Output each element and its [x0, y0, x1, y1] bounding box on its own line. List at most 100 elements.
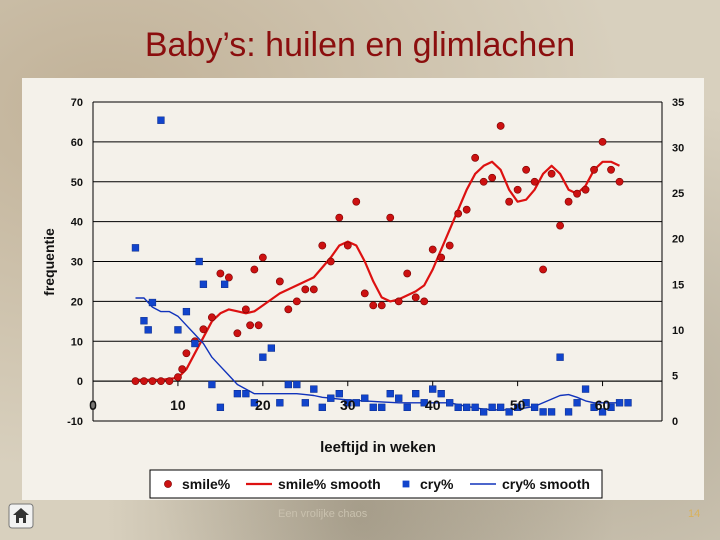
cry-point: [505, 408, 513, 416]
home-icon[interactable]: [8, 503, 34, 529]
y2-tick-label: 25: [672, 188, 684, 200]
smile-point: [411, 293, 420, 302]
legend-label: cry% smooth: [502, 476, 590, 492]
smile-point: [250, 265, 259, 274]
cry-point: [556, 353, 564, 361]
smile-point: [496, 122, 505, 130]
cry-point: [327, 394, 335, 402]
cry-point: [446, 399, 454, 407]
grid-layer: [93, 101, 662, 422]
point-layer: [131, 116, 632, 416]
smile-point: [182, 349, 191, 358]
x-tick-label: 30: [340, 397, 356, 413]
smile-point: [403, 269, 412, 278]
cry-point: [386, 390, 394, 398]
legend-label: smile% smooth: [278, 476, 381, 492]
x-tick-label: 40: [425, 397, 441, 413]
legend-layer: smile% smile% smooth cry% cry% smooth: [149, 469, 603, 499]
smile-point: [573, 189, 581, 198]
smile-point: [454, 209, 463, 218]
smile-point: [581, 185, 590, 194]
cry-point: [488, 403, 496, 411]
cry-point: [539, 408, 547, 416]
cry-point: [471, 403, 479, 411]
cry-point: [437, 390, 445, 398]
cry-point: [148, 298, 157, 307]
legend-label: smile%: [182, 476, 231, 492]
smile-point: [284, 305, 293, 314]
y-tick-label: -10: [67, 416, 83, 428]
y-axis-title: frequentie: [41, 228, 57, 296]
cry-point: [378, 403, 386, 411]
cry-point: [144, 326, 152, 334]
smile-point: [275, 277, 284, 286]
smile-point: [505, 197, 514, 206]
axis-layer: [92, 102, 663, 421]
smile-point: [178, 365, 187, 374]
smile-point: [394, 297, 403, 306]
y-tick-label: 20: [71, 296, 83, 308]
cry-point: [310, 385, 318, 393]
cry-point: [276, 399, 284, 407]
cry-point: [522, 399, 530, 407]
cry-point: [242, 390, 250, 398]
cry-point: [598, 408, 607, 416]
y-tick-label: 40: [71, 217, 83, 229]
smile-point: [471, 153, 480, 162]
smile-point: [326, 257, 335, 266]
cry-point: [590, 403, 598, 411]
cry-point: [564, 408, 573, 416]
smile-point: [199, 325, 208, 334]
smile-point: [522, 165, 531, 174]
x-axis-title: leeftijd in weken: [320, 439, 436, 456]
cry-point: [369, 403, 377, 411]
x-tick-label: 10: [170, 397, 186, 413]
cry-point: [463, 403, 471, 411]
cry-point: [530, 403, 539, 411]
smile-point: [590, 165, 598, 174]
y2-tick-label: 30: [672, 143, 684, 155]
smile-point: [343, 241, 352, 250]
y2-tick-label: 35: [672, 97, 684, 109]
smile-point: [216, 269, 225, 278]
cry-point: [581, 385, 590, 393]
cry-point: [195, 257, 203, 266]
legend-swatch: [164, 480, 172, 488]
smile-point: [556, 221, 564, 230]
smile-point: [369, 301, 378, 310]
series-line: [135, 297, 620, 411]
line-layer: [135, 160, 620, 411]
y2-tick-label: 0: [672, 416, 678, 428]
cry-point: [318, 403, 326, 411]
smile-point: [318, 241, 327, 250]
smile-point: [539, 265, 548, 274]
cry-point: [216, 403, 225, 411]
y2-tick-label: 20: [672, 234, 684, 246]
cry-point: [233, 390, 242, 398]
smile-point: [157, 377, 165, 386]
x-tick-label: 20: [255, 397, 271, 413]
smile-point: [352, 197, 361, 206]
cry-point: [412, 390, 420, 398]
cry-point: [361, 394, 369, 402]
cry-point: [615, 399, 624, 407]
smile-point: [462, 205, 471, 214]
cry-point: [250, 399, 259, 407]
smile-point: [174, 373, 182, 382]
x-tick-label: 0: [89, 397, 97, 413]
smile-point: [360, 289, 369, 298]
y2-tick-label: 15: [672, 279, 684, 291]
smile-point: [598, 137, 607, 146]
cry-point: [174, 326, 182, 334]
smile-point: [564, 197, 573, 206]
cry-point: [208, 380, 216, 389]
smile-point: [335, 213, 344, 222]
cry-point: [573, 399, 581, 407]
smile-point: [258, 253, 267, 262]
cry-point: [352, 399, 360, 407]
cry-point: [335, 390, 343, 398]
smile-point: [292, 297, 301, 306]
legend-label: cry%: [420, 476, 454, 492]
smile-point: [309, 285, 318, 294]
